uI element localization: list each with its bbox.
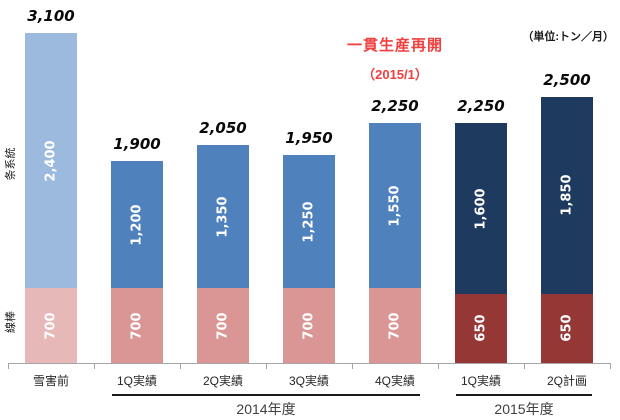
annotation-line2: （2015/1） — [362, 67, 428, 82]
category-label: 4Q実績 — [374, 374, 415, 388]
bar-total-label: 2,500 — [543, 70, 591, 89]
x-axis-tick — [266, 363, 267, 369]
bar-total-label: 2,050 — [199, 118, 247, 137]
bar-segment-top — [197, 144, 249, 289]
x-axis-tick — [352, 363, 353, 369]
segment-value-bottom: 700 — [129, 312, 145, 340]
segment-value-top: 1,250 — [301, 201, 317, 243]
x-axis-tick — [610, 363, 611, 369]
category-label: 雪害前 — [32, 374, 69, 388]
group-underline — [112, 394, 420, 396]
segment-value-top: 1,200 — [129, 204, 145, 246]
x-axis-tick — [438, 363, 439, 369]
bar-segment-bottom — [25, 288, 77, 363]
category-label: 2Q計画 — [546, 374, 587, 388]
bar-total-label: 2,250 — [457, 97, 505, 116]
group-label: 2014年度 — [236, 401, 296, 417]
bar-segment-bottom — [455, 293, 507, 363]
category-label: 1Q実績 — [116, 374, 157, 388]
bar-segment-top — [25, 33, 77, 289]
segment-value-top: 1,600 — [473, 188, 489, 230]
bar-segment-bottom — [283, 288, 335, 363]
bar-total-label: 3,100 — [27, 7, 75, 25]
segment-value-bottom: 650 — [559, 314, 575, 342]
group-underline — [456, 394, 592, 396]
bar-total-label: 1,950 — [285, 129, 333, 148]
bar-segment-top — [369, 123, 421, 289]
bar-segment-bottom — [541, 293, 593, 363]
bar-segment-bottom — [369, 288, 421, 363]
unit-label: （単位:トン／月） — [522, 31, 614, 43]
group-label: 2015年度 — [494, 401, 554, 417]
bar-total-label: 2,250 — [371, 97, 419, 116]
category-label: 1Q実績 — [460, 374, 501, 388]
x-axis-tick — [94, 363, 95, 369]
segment-value-top: 2,400 — [43, 140, 59, 182]
bar-segment-top — [455, 123, 507, 294]
segment-value-top: 1,550 — [387, 185, 403, 227]
series-label-top: 条系統 — [5, 147, 17, 181]
annotation: 一貫生産再開 （2015/1） — [295, 34, 495, 83]
series-label-bottom: 線棒 — [5, 311, 17, 333]
bar-segment-bottom — [197, 288, 249, 363]
category-label: 2Q実績 — [202, 374, 243, 388]
category-label: 3Q実績 — [288, 374, 329, 388]
x-axis-tick — [8, 363, 9, 369]
segment-value-bottom: 700 — [215, 312, 231, 340]
x-axis-tick — [524, 363, 525, 369]
bar-segment-top — [541, 96, 593, 294]
segment-value-bottom: 650 — [473, 314, 489, 342]
segment-value-bottom: 700 — [387, 312, 403, 340]
bar-segment-bottom — [111, 288, 163, 363]
segment-value-top: 1,350 — [215, 196, 231, 238]
annotation-line1: 一貫生産再開 — [346, 37, 443, 54]
bar-segment-top — [111, 160, 163, 289]
x-axis-line — [8, 363, 611, 364]
segment-value-bottom: 700 — [43, 312, 59, 340]
x-axis-tick — [180, 363, 181, 369]
segment-value-top: 1,850 — [559, 174, 575, 216]
bar-segment-top — [283, 155, 335, 289]
bar-total-label: 1,900 — [113, 134, 161, 153]
segment-value-bottom: 700 — [301, 312, 317, 340]
